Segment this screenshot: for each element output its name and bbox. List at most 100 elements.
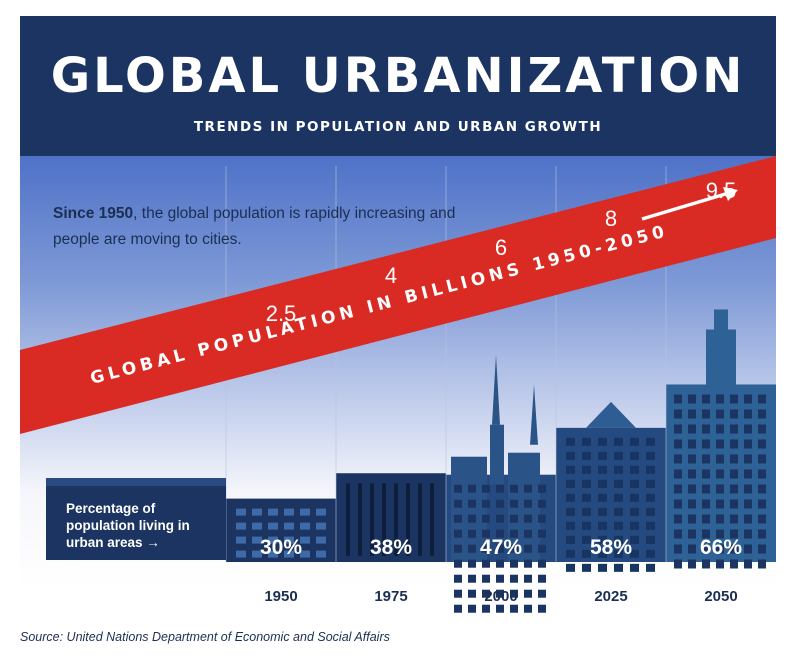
window <box>716 559 724 569</box>
window <box>646 479 655 488</box>
window <box>716 394 724 404</box>
window <box>614 437 623 446</box>
window <box>316 508 326 516</box>
urban-percentage-legend: Percentage of population living in urban… <box>46 478 226 560</box>
window <box>482 604 490 613</box>
urban-percentage-value: 66% <box>699 536 743 559</box>
window <box>598 563 607 572</box>
window <box>716 454 724 464</box>
window <box>236 522 246 530</box>
window <box>468 484 476 493</box>
window <box>702 499 710 509</box>
window <box>582 451 591 460</box>
window <box>716 409 724 419</box>
window <box>614 549 623 558</box>
window <box>268 550 278 558</box>
window <box>674 409 682 419</box>
window <box>538 514 546 523</box>
window <box>730 394 738 404</box>
window <box>284 508 294 516</box>
window <box>702 469 710 479</box>
window <box>646 521 655 530</box>
building-2000-spire <box>492 354 500 425</box>
window <box>758 439 766 449</box>
window <box>566 563 575 572</box>
window <box>582 479 591 488</box>
window <box>688 514 696 524</box>
window <box>510 604 518 613</box>
window <box>702 454 710 464</box>
window <box>716 469 724 479</box>
urban-percentage-label: Percentage of population living in urban… <box>66 501 190 550</box>
window <box>482 484 490 493</box>
window <box>566 437 575 446</box>
window <box>524 499 532 508</box>
window <box>598 437 607 446</box>
window <box>614 493 623 502</box>
window <box>566 465 575 474</box>
window <box>252 550 262 558</box>
window <box>538 499 546 508</box>
window-stripe <box>430 483 434 556</box>
source-note: Source: United Nations Department of Eco… <box>20 630 390 644</box>
window <box>300 550 310 558</box>
window <box>688 394 696 404</box>
window <box>538 574 546 583</box>
window <box>300 522 310 530</box>
window <box>582 437 591 446</box>
window <box>688 469 696 479</box>
window <box>582 521 591 530</box>
window <box>454 559 462 568</box>
window-stripe <box>346 483 350 556</box>
population-banner-band <box>20 156 776 434</box>
window <box>582 535 591 544</box>
window <box>744 529 752 539</box>
infographic-frame: GLOBAL URBANIZATION TRENDS IN POPULATION… <box>20 16 776 620</box>
window <box>598 493 607 502</box>
window <box>646 465 655 474</box>
window <box>758 514 766 524</box>
window <box>524 544 532 553</box>
window <box>630 521 639 530</box>
window <box>744 469 752 479</box>
window <box>598 465 607 474</box>
window <box>630 451 639 460</box>
intro-text: Since 1950, the global population is rap… <box>53 201 473 253</box>
header-banner: GLOBAL URBANIZATION TRENDS IN POPULATION… <box>20 16 776 156</box>
window <box>482 574 490 583</box>
window <box>496 514 504 523</box>
window <box>524 574 532 583</box>
population-value: 6 <box>494 234 508 260</box>
window <box>674 439 682 449</box>
window <box>316 522 326 530</box>
window <box>614 507 623 516</box>
window <box>496 604 504 613</box>
window <box>674 469 682 479</box>
window <box>614 535 623 544</box>
window <box>730 529 738 539</box>
window-stripe <box>418 483 422 556</box>
window <box>468 559 476 568</box>
window <box>496 574 504 583</box>
window <box>468 514 476 523</box>
window <box>538 544 546 553</box>
window <box>284 522 294 530</box>
window <box>538 484 546 493</box>
window <box>674 499 682 509</box>
window <box>716 484 724 494</box>
window <box>496 484 504 493</box>
building-2000-tower <box>451 456 487 562</box>
building-2050-tower <box>706 329 736 385</box>
window <box>236 508 246 516</box>
window <box>716 439 724 449</box>
window <box>510 499 518 508</box>
page-subtitle: TRENDS IN POPULATION AND URBAN GROWTH <box>193 119 603 135</box>
population-value: 8 <box>604 206 618 232</box>
window <box>454 499 462 508</box>
window <box>744 499 752 509</box>
window <box>524 589 532 598</box>
population-value: 4 <box>384 262 398 288</box>
window <box>630 507 639 516</box>
window <box>688 499 696 509</box>
window <box>482 499 490 508</box>
